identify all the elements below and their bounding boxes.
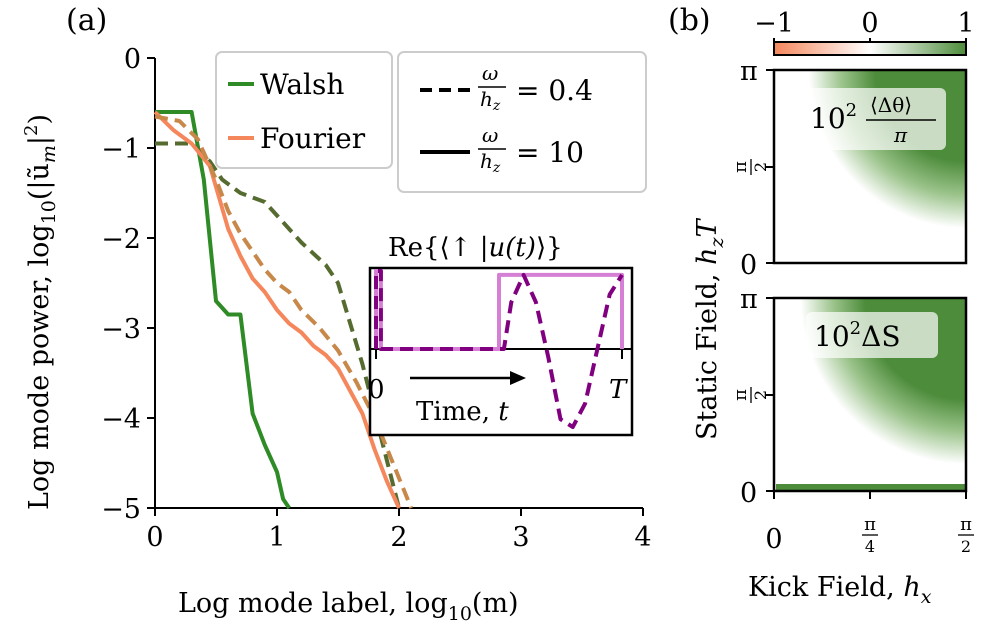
panel-label-a: (a) xyxy=(66,3,107,38)
inset-series xyxy=(374,269,624,429)
heatmap-entropy: 102ΔS xyxy=(772,296,968,493)
heatmap-top-ytick-pi: π xyxy=(740,56,758,87)
main-ytick-label: −2 xyxy=(101,224,141,255)
colorbar-tick-neg: −1 xyxy=(754,8,794,39)
main-ytick-label: −4 xyxy=(101,404,141,435)
svg-text:2: 2 xyxy=(751,162,770,172)
inset-arrowhead xyxy=(510,371,526,385)
heatmap-bottom-ytick-half-pi: π 2 xyxy=(730,387,770,403)
main-ytick-label: −1 xyxy=(101,134,141,165)
svg-text:2: 2 xyxy=(961,537,971,556)
heatmap-ticks xyxy=(766,69,967,499)
svg-text:π: π xyxy=(864,514,876,535)
heatmap-entropy-label: 102ΔS xyxy=(814,318,901,353)
colorbar-tick-pos: 1 xyxy=(957,8,974,39)
heatmap-xtick-quarter-pi: π 4 xyxy=(862,514,878,556)
heatmap-bottom-ytick-0: 0 xyxy=(740,478,757,509)
series-line-1 xyxy=(155,141,401,509)
svg-text:π: π xyxy=(960,514,972,535)
main-series xyxy=(153,110,414,510)
main-xtick-label: 0 xyxy=(146,522,163,553)
main-xtick-label: 2 xyxy=(390,522,407,553)
series-line-3 xyxy=(154,114,414,509)
legend-solid-value: = 10 xyxy=(516,136,584,169)
heatmap-top-ytick-0: 0 xyxy=(740,250,757,281)
heatmap-xtick-0: 0 xyxy=(765,524,782,555)
main-xtick-label: 1 xyxy=(268,522,285,553)
inset-series-line-1 xyxy=(374,269,624,429)
inset-x-label: Time, t xyxy=(416,397,509,427)
legend-dashed-value: = 0.4 xyxy=(516,74,593,107)
colorbar-tick-zero: 0 xyxy=(861,8,878,39)
legend-solid-num: ω xyxy=(482,123,498,147)
heatmap-bottom-ytick-pi: π xyxy=(740,284,758,315)
legend-dashed-num: ω xyxy=(482,61,498,85)
panel-label-b: (b) xyxy=(668,3,711,38)
legend-dashed-den: hz xyxy=(480,87,501,114)
inset-series-line-0 xyxy=(374,269,624,351)
main-ytick-label: 0 xyxy=(124,44,141,75)
inset-title: Re{⟨↑ |u(t)⟩} xyxy=(388,233,563,263)
legend-basis: Walsh Fourier xyxy=(215,51,393,169)
legend-walsh-label: Walsh xyxy=(260,68,344,101)
legend-fourier-label: Fourier xyxy=(260,122,366,155)
main-ytick-label: −5 xyxy=(101,494,141,525)
main-xtick-label: 3 xyxy=(512,522,529,553)
main-y-label: Log mode power, log10(|ũm|2) xyxy=(21,114,60,510)
heatmap-angle: 102 ⟨Δθ⟩ π xyxy=(772,68,968,265)
heatmap-xtick-half-pi: π 2 xyxy=(958,514,974,556)
series-line-2 xyxy=(153,110,401,509)
inset-tick-T: T xyxy=(609,375,628,405)
colorbar: −1 0 1 xyxy=(754,8,975,56)
legend-ratio: ω hz = 0.4 ω hz = 10 xyxy=(397,51,647,193)
heatmap-angle-label-num: ⟨Δθ⟩ xyxy=(870,93,912,117)
inset: Re{⟨↑ |u(t)⟩} 0 T Time, t xyxy=(368,233,634,437)
heatmap-y-label: Static Field, hzT xyxy=(692,218,728,440)
series-line-0 xyxy=(155,110,291,510)
svg-text:4: 4 xyxy=(865,537,875,556)
inset-tick-0: 0 xyxy=(368,375,385,405)
main-x-label: Log mode label, log10(m) xyxy=(178,588,519,625)
heatmap-top-ytick-half-pi: π 2 xyxy=(730,159,770,175)
heatmap-angle-label-pre: 102 xyxy=(810,100,857,135)
legend-solid-den: hz xyxy=(480,149,501,176)
heatmap-x-label: Kick Field, hx xyxy=(748,572,932,608)
main-xtick-label: 4 xyxy=(634,522,651,553)
heatmap-angle-label-den: π xyxy=(893,123,908,147)
main-ticks: 0 1 2 3 4 0 −1 −2 −3 −4 −5 xyxy=(101,44,651,553)
svg-text:2: 2 xyxy=(751,390,770,400)
main-ytick-label: −3 xyxy=(101,314,141,345)
svg-text:π: π xyxy=(730,389,751,401)
svg-text:π: π xyxy=(730,161,751,173)
